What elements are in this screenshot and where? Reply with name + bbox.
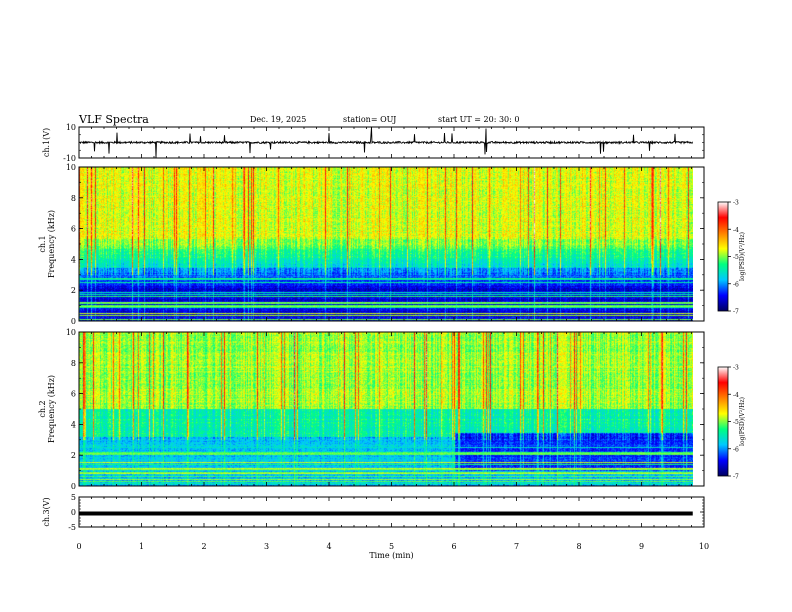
xtick-5: 5 <box>389 542 394 551</box>
chart-title: VLF Spectra <box>79 113 149 126</box>
ch3-waveform-ytick-5: 5 <box>71 493 76 502</box>
ch2-spectrogram-raster <box>79 332 693 486</box>
ch1-spectrogram-ytick-6: 6 <box>71 225 76 234</box>
ch1-spectrogram-raster <box>79 167 693 321</box>
ch2-spectrogram-colorbar-tick--6: -6 <box>733 446 739 453</box>
ch1-spectrogram-colorbar-tick--7: -7 <box>733 309 739 316</box>
ch1-spectrogram-colorbar <box>717 201 729 312</box>
date-label: Dec. 19, 2025 <box>250 115 307 124</box>
ch1-spectrogram-ytick-10: 10 <box>66 163 76 172</box>
xtick-7: 7 <box>514 542 519 551</box>
ch1-spectrogram-ylabel-freq: Frequency (kHz) <box>47 210 56 278</box>
ch1-spectrogram-ytick-4: 4 <box>71 255 76 264</box>
ch3-waveform-ytick--5: -5 <box>68 523 76 532</box>
ch1-waveform-ytick--10: -10 <box>63 154 76 163</box>
ch2-spectrogram-colorbar-tick--5: -5 <box>733 419 739 426</box>
ch2-spectrogram-ytick-10: 10 <box>66 328 76 337</box>
ch1-spectrogram-colorbar-tick--6: -6 <box>733 281 739 288</box>
ch2-spectrogram-colorbar-tick--7: -7 <box>733 474 739 481</box>
ch2-spectrogram-colorbar <box>717 366 729 477</box>
xtick-9: 9 <box>639 542 644 551</box>
ch1-waveform-ytick-10: 10 <box>66 123 76 132</box>
xtick-10: 10 <box>699 542 709 551</box>
ch3-ylabel: ch.3(V) <box>42 497 51 526</box>
ch1-spectrogram-colorbar-tick--4: -4 <box>733 227 739 234</box>
ch1-waveform-line <box>78 127 693 158</box>
ch3-waveform-ytick-0: 0 <box>71 508 76 517</box>
ch1-spectrogram-ytick-2: 2 <box>71 286 76 295</box>
xtick-8: 8 <box>576 542 581 551</box>
xtick-6: 6 <box>451 542 456 551</box>
ch1-spectrogram-ylabel-channel: ch.1 <box>38 235 47 252</box>
ch1-spectrogram-colorbar-label: log(PSD)(V²/Hz) <box>739 232 746 281</box>
ch2-spectrogram-colorbar-tick--3: -3 <box>733 365 739 372</box>
ch1-ylabel: ch.1(V) <box>42 128 51 157</box>
xtick-2: 2 <box>201 542 206 551</box>
xtick-3: 3 <box>264 542 269 551</box>
ch1-spectrogram-ytick-0: 0 <box>71 317 76 326</box>
ch2-spectrogram-ylabel-channel: ch.2 <box>38 400 47 417</box>
ch2-spectrogram-ytick-4: 4 <box>71 420 76 429</box>
xtick-0: 0 <box>76 542 81 551</box>
ch2-spectrogram-colorbar-tick--4: -4 <box>733 392 739 399</box>
ch2-spectrogram-ylabel-freq: Frequency (kHz) <box>47 375 56 443</box>
xtick-1: 1 <box>139 542 144 551</box>
xtick-4: 4 <box>326 542 331 551</box>
ch1-spectrogram-ytick-8: 8 <box>71 194 76 203</box>
ch2-spectrogram-ytick-8: 8 <box>71 359 76 368</box>
station-label: station= OUJ <box>343 115 397 124</box>
ch2-spectrogram-ytick-0: 0 <box>71 482 76 491</box>
ch1-spectrogram-colorbar-tick--3: -3 <box>733 200 739 207</box>
ch1-spectrogram-colorbar-tick--5: -5 <box>733 254 739 261</box>
x-axis-label: Time (min) <box>369 551 413 560</box>
ch2-spectrogram-ytick-6: 6 <box>71 390 76 399</box>
ch2-spectrogram-ytick-2: 2 <box>71 451 76 460</box>
ch2-spectrogram-colorbar-label: log(PSD)(V²/Hz) <box>739 397 746 446</box>
start-time-label: start UT = 20: 30: 0 <box>438 115 520 124</box>
